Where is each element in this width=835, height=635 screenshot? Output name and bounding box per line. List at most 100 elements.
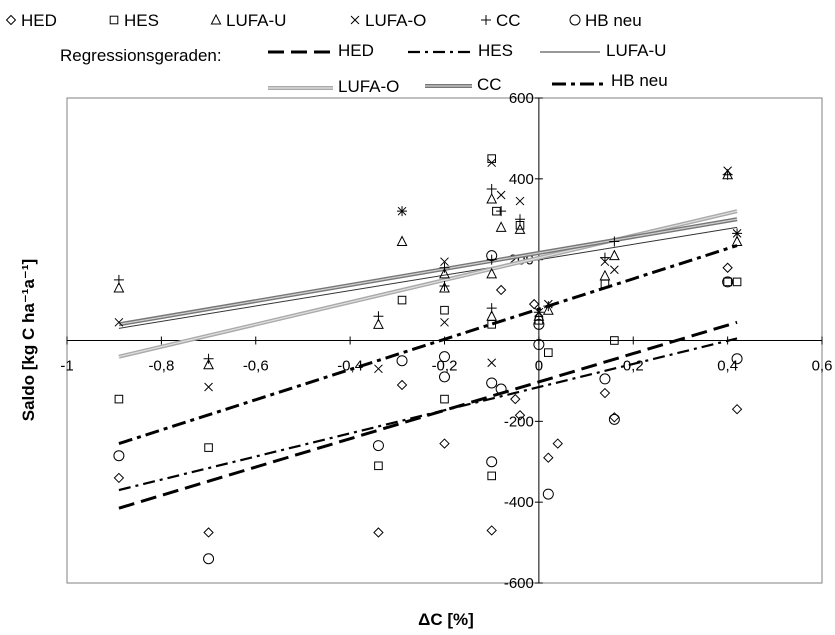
point-hb-neu [396, 355, 408, 367]
legend-regression-lufa-o: LUFA-O [268, 77, 399, 96]
point-hes [440, 394, 449, 404]
point-hes [204, 443, 213, 452]
point-hed [514, 410, 526, 421]
point-hb-neu [495, 383, 507, 395]
point-hes [374, 461, 383, 471]
legend-regression-hb-neu: HB neu [552, 71, 668, 90]
point-lufa-o [374, 364, 383, 374]
legend-regression-hes: HES [408, 41, 513, 60]
legend-entry-lufa-u: LUFA-U [210, 11, 286, 30]
point-hb-neu [722, 276, 734, 288]
legend-regression-cc: CC [425, 75, 502, 94]
x-tick-label: -0,2 [432, 358, 458, 375]
point-hes [610, 336, 619, 345]
point-lufa-u [373, 318, 384, 329]
point-lufa-o [204, 382, 213, 392]
legend-regression-hed: HED [268, 41, 374, 60]
point-lufa-u [203, 358, 214, 370]
point-lufa-u [731, 235, 743, 246]
legend-label: CC [496, 11, 521, 30]
chart-legend: HED HES LUFA-U LUFA-O CC HB neu Regressionsge… [5, 11, 668, 96]
point-hb-neu [486, 377, 498, 389]
point-lufa-o [440, 257, 449, 267]
regression-legend-title: Regressionsgeraden: [60, 46, 222, 65]
point-lufa-u [486, 267, 498, 279]
regression-line-cc [118, 218, 738, 325]
point-lufa-o [515, 196, 525, 206]
point-hb-neu [533, 339, 545, 351]
legend-entry-hed: HED [5, 11, 57, 30]
point-hb-neu [731, 353, 743, 365]
point-hb-neu [486, 456, 498, 468]
legend-regression-lufa-u: LUFA-U [540, 41, 666, 60]
regression-line-hb-neu [118, 244, 738, 445]
legend-label: LUFA-O [365, 11, 426, 30]
point-lufa-u [396, 235, 408, 246]
y-tick-label: -200 [504, 413, 534, 430]
point-hb-neu [486, 250, 498, 262]
point-hes [487, 154, 496, 163]
legend-regression-label: LUFA-O [338, 77, 399, 96]
x-axis-title: ΔC [%] [418, 610, 474, 629]
point-hes [114, 394, 124, 404]
x-tick-label: 0,2 [623, 358, 644, 375]
point-cc [113, 274, 124, 285]
point-hed [113, 472, 125, 484]
point-hes [544, 348, 553, 357]
legend-entry-hb-neu: HB neu [569, 11, 642, 30]
plus-icon [481, 15, 491, 25]
point-lufa-u [533, 310, 545, 321]
point-hed [543, 452, 554, 463]
legend-regression-row: HED HES LUFA-U LUFA-O CC HB neu [268, 41, 668, 96]
point-lufa-o [487, 358, 497, 368]
legend-regression-label: HED [338, 41, 374, 60]
point-hed [528, 298, 540, 310]
point-lufa-u [514, 223, 526, 234]
point-lufa-o [487, 158, 497, 168]
point-lufa-o [114, 317, 124, 327]
data-points [113, 154, 743, 565]
point-hes [397, 295, 407, 305]
regression-lines [118, 209, 738, 510]
point-lufa-u [495, 221, 507, 232]
point-hed [552, 438, 563, 449]
legend-entry-hes: HES [109, 11, 159, 30]
point-hes [732, 277, 742, 287]
point-hed [203, 527, 214, 538]
point-hed [510, 393, 521, 405]
point-hb-neu [113, 450, 125, 462]
legend-label: HED [21, 11, 57, 30]
legend-marker-row: HED HES LUFA-U LUFA-O CC HB neu [5, 11, 642, 30]
point-lufa-u [599, 269, 611, 281]
point-cc [533, 307, 544, 318]
point-hed [495, 284, 507, 296]
point-hed [722, 262, 733, 273]
point-lufa-o [496, 190, 506, 200]
point-cc [722, 169, 733, 180]
point-lufa-u [486, 192, 498, 204]
cross-icon [350, 15, 360, 25]
point-hes [487, 471, 496, 481]
y-tick-label: 600 [509, 90, 534, 107]
y-tick-label: -600 [504, 575, 534, 592]
point-cc [609, 236, 620, 247]
square-icon [109, 15, 119, 25]
y-axis-title: Saldo [kg C ha⁻¹a⁻¹] [19, 259, 38, 421]
point-lufa-u [439, 267, 450, 279]
regression-line-hes [118, 337, 738, 492]
x-tick-label: 0,4 [717, 358, 738, 375]
point-lufa-u [113, 281, 125, 293]
legend-label: HB neu [585, 11, 642, 30]
point-hb-neu [608, 413, 620, 425]
point-cc [732, 228, 743, 239]
legend-regression-label: HES [478, 41, 513, 60]
point-hb-neu [533, 318, 545, 330]
point-hb-neu [203, 553, 215, 565]
point-lufa-o [440, 317, 449, 327]
point-cc [373, 311, 384, 322]
point-hed [373, 527, 384, 538]
x-tick-label: -0,6 [243, 358, 269, 375]
legend-entry-lufa-o: LUFA-O [350, 11, 426, 30]
point-hb-neu [372, 440, 384, 452]
point-cc [203, 353, 214, 364]
